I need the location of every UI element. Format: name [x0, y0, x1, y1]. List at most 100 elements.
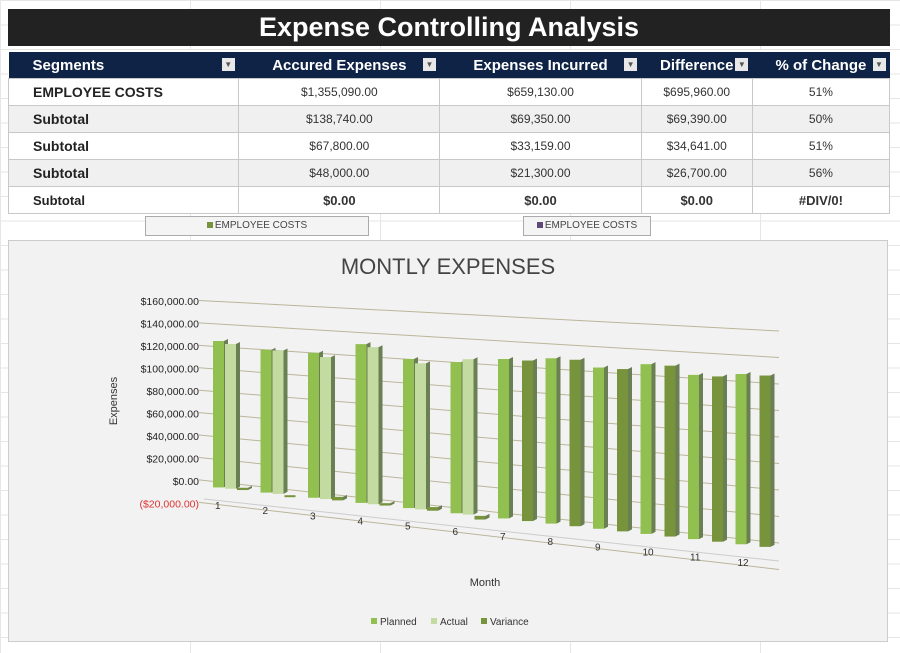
bar-variance: [759, 375, 771, 547]
bar-side: [248, 485, 252, 491]
table-cell[interactable]: $69,390.00: [640, 105, 753, 133]
table-cell[interactable]: #DIV/0!: [751, 186, 891, 214]
legend-label: Planned: [380, 617, 417, 628]
filter-dropdown-icon[interactable]: ▼: [422, 58, 436, 71]
table-cell[interactable]: Subtotal: [7, 159, 240, 187]
table-cell[interactable]: $138,740.00: [238, 105, 441, 133]
y-tick-label: $20,000.00: [146, 454, 199, 466]
table-row: Subtotal $48,000.00 $21,300.00 $26,700.00 56…: [7, 159, 891, 187]
x-tick-label: 6: [453, 527, 459, 538]
bar-variance: [284, 495, 296, 498]
bar-side: [426, 361, 430, 510]
y-tick-label: $80,000.00: [146, 386, 199, 398]
bar-variance: [664, 365, 676, 537]
bar-actual: [415, 363, 426, 510]
table-cell[interactable]: Subtotal: [7, 132, 240, 160]
bar-variance: [474, 515, 486, 520]
table-cell[interactable]: $48,000.00: [238, 159, 441, 187]
bar-side: [628, 367, 632, 532]
table-cell[interactable]: $695,960.00: [640, 78, 753, 106]
bar-variance: [712, 376, 723, 542]
slicer-employee-costs-2[interactable]: EMPLOYEE COSTS: [523, 216, 651, 236]
x-tick-label: 7: [500, 532, 506, 543]
y-tick-label: $0.00: [173, 476, 199, 488]
table-cell[interactable]: $26,700.00: [640, 159, 753, 187]
bar-side: [699, 372, 703, 540]
gridline: [198, 367, 780, 411]
legend-swatch: [481, 618, 487, 624]
bar-planned: [260, 349, 272, 493]
bar-side: [770, 373, 775, 547]
table-cell[interactable]: 51%: [751, 132, 891, 160]
y-tick-label: $160,000.00: [141, 296, 200, 308]
filter-dropdown-icon[interactable]: ▼: [872, 58, 886, 71]
y-axis-title: Expenses: [108, 376, 120, 425]
table-cell[interactable]: Subtotal: [7, 105, 240, 133]
table-cell[interactable]: $34,641.00: [640, 132, 753, 160]
column-header-label: Expenses Incurred: [473, 56, 608, 74]
bar-planned: [403, 358, 414, 509]
table-cell[interactable]: 56%: [751, 159, 891, 187]
table-cell[interactable]: $1,355,090.00: [238, 78, 441, 106]
table-cell[interactable]: $69,350.00: [439, 105, 642, 133]
column-header: % of Change ▼: [752, 50, 890, 79]
chart-svg: MONTLY EXPENSES ($20,000.00) $0.00 $20,000.…: [108, 254, 780, 628]
bar-side: [509, 357, 513, 519]
column-header-label: Segments: [32, 56, 105, 74]
table-cell[interactable]: $659,130.00: [439, 78, 642, 106]
filter-dropdown-icon[interactable]: ▼: [221, 58, 235, 71]
table-cell[interactable]: $0.00: [640, 186, 753, 214]
bar-planned: [593, 367, 604, 529]
x-tick-label: 8: [548, 537, 554, 548]
bar-side: [390, 501, 395, 506]
legend-swatch: [206, 222, 213, 228]
bar-actual: [225, 344, 236, 489]
gridline: [198, 389, 780, 438]
bar-planned: [450, 362, 462, 514]
x-axis-title: Month: [470, 577, 501, 589]
table-row: Subtotal $138,740.00 $69,350.00 $69,390.00 5…: [7, 105, 891, 133]
bar-side: [283, 348, 288, 494]
monthly-expenses-chart[interactable]: MONTLY EXPENSES ($20,000.00) $0.00 $20,000.…: [8, 240, 888, 642]
bar-side: [485, 513, 490, 520]
table-cell[interactable]: $67,800.00: [238, 132, 441, 160]
table-row: Subtotal $0.00 $0.00 $0.00 #DIV/0!: [7, 186, 891, 214]
page-title: Expense Controlling Analysis: [8, 9, 890, 46]
bar-planned: [213, 341, 224, 488]
column-header-label: Difference: [660, 56, 734, 74]
x-tick-label: 9: [595, 542, 601, 553]
table-cell[interactable]: 51%: [751, 78, 891, 106]
table-cell[interactable]: $0.00: [238, 186, 441, 214]
legend-swatch: [431, 618, 437, 624]
bar-side: [295, 493, 300, 496]
filter-dropdown-icon[interactable]: ▼: [624, 58, 638, 71]
slicer-label: EMPLOYEE COSTS: [214, 220, 308, 231]
bar-side: [746, 372, 751, 545]
table-cell[interactable]: EMPLOYEE COSTS: [7, 78, 240, 106]
table-cell[interactable]: Subtotal: [7, 186, 240, 214]
table-cell[interactable]: $21,300.00: [439, 159, 642, 187]
bar-side: [331, 355, 335, 500]
x-tick-label: 3: [310, 511, 316, 522]
filter-dropdown-icon[interactable]: ▼: [735, 58, 749, 71]
bar-actual: [272, 350, 284, 494]
chart-title: MONTLY EXPENSES: [341, 254, 555, 279]
gridline: [198, 322, 780, 358]
bar-side: [473, 357, 478, 515]
bar-variance: [617, 369, 628, 532]
bar-planned: [498, 359, 509, 519]
slicer-label: EMPLOYEE COSTS: [544, 220, 638, 231]
bar-planned: [640, 364, 652, 534]
y-tick-label: ($20,000.00): [139, 499, 199, 511]
legend-swatch: [371, 618, 377, 624]
y-tick-label: $60,000.00: [146, 409, 199, 421]
table-cell[interactable]: 50%: [751, 105, 891, 133]
table-cell[interactable]: $0.00: [439, 186, 642, 214]
bar-actual: [320, 357, 331, 500]
bar-planned: [355, 344, 367, 503]
table-cell[interactable]: $33,159.00: [439, 132, 642, 160]
slicer-employee-costs-1[interactable]: EMPLOYEE COSTS: [145, 216, 369, 236]
bar-variance: [379, 503, 391, 506]
gridline: [198, 479, 780, 544]
legend-swatch: [536, 222, 543, 228]
